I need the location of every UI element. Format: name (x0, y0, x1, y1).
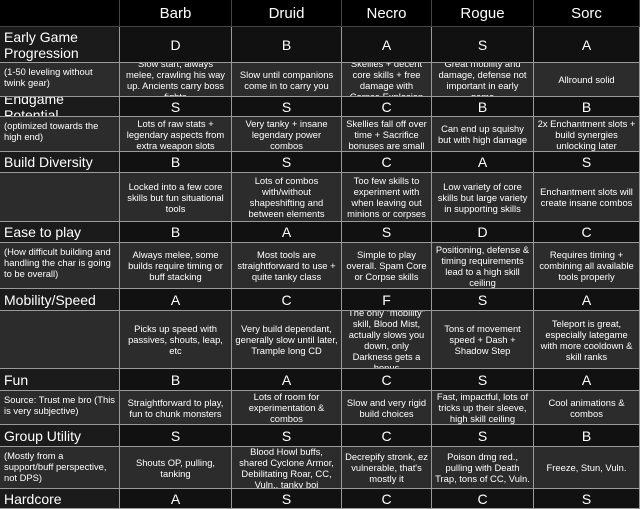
description: Lots of room for experimentation & combo… (232, 391, 342, 425)
corner-cell (0, 0, 120, 27)
category-note: Source: Trust me bro (This is very subje… (0, 391, 120, 425)
grade: S (232, 425, 342, 447)
grade: B (120, 152, 232, 173)
grade: S (232, 97, 342, 117)
description: Slow start, always melee, crawling his w… (120, 63, 232, 97)
description: Always melee, some builds require timing… (120, 243, 232, 289)
grade: C (342, 97, 432, 117)
category-note: (How difficult building and handling the… (0, 243, 120, 289)
grade: S (432, 425, 534, 447)
grade: S (232, 152, 342, 173)
description: 2x Enchantment slots + build synergies u… (534, 117, 640, 152)
grade: S (432, 289, 534, 311)
grade: C (342, 369, 432, 391)
category-note (0, 311, 120, 369)
description: Skellies + decent core skills + free dam… (342, 63, 432, 97)
description: Too few skills to experiment with when l… (342, 173, 432, 222)
grade: B (534, 425, 640, 447)
grade: C (342, 489, 432, 509)
description: Allround solid (534, 63, 640, 97)
description: Picks up speed with passives, shouts, le… (120, 311, 232, 369)
description: Lots of combos with/without shapeshiftin… (232, 173, 342, 222)
grade: D (120, 27, 232, 63)
grade: C (432, 489, 534, 509)
description: Straightforward to play, fun to chunk mo… (120, 391, 232, 425)
grade: A (232, 369, 342, 391)
description: The only "mobility" skill, Blood Mist, a… (342, 311, 432, 369)
grade: F (342, 289, 432, 311)
category-label: Group Utility (0, 425, 120, 447)
description: Simple to play overall. Spam Core or Cor… (342, 243, 432, 289)
grade: S (342, 222, 432, 243)
column-header: Druid (232, 0, 342, 27)
grade: A (342, 27, 432, 63)
description: Blood Howl buffs, shared Cyclone Armor, … (232, 447, 342, 489)
grade: A (120, 289, 232, 311)
grade: S (120, 97, 232, 117)
description: Locked into a few core skills but fun si… (120, 173, 232, 222)
description: Low variety of core skills but large var… (432, 173, 534, 222)
description: Very build dependant, generally slow unt… (232, 311, 342, 369)
column-header: Necro (342, 0, 432, 27)
description: Cool animations & combos (534, 391, 640, 425)
category-label: Build Diversity (0, 152, 120, 173)
grade: B (120, 369, 232, 391)
category-label: Endgame Potential (0, 97, 120, 117)
grade: A (534, 369, 640, 391)
description: Requires timing + combining all availabl… (534, 243, 640, 289)
grade: C (534, 222, 640, 243)
grade: C (342, 152, 432, 173)
description: Great mobility and damage, defense not i… (432, 63, 534, 97)
description: Poison dmg red., pulling with Death Trap… (432, 447, 534, 489)
grade: A (534, 289, 640, 311)
column-header: Sorc (534, 0, 640, 27)
grade: B (534, 97, 640, 117)
description: Can end up squishy but with high damage (432, 117, 534, 152)
description: Tons of movement speed + Dash + Shadow S… (432, 311, 534, 369)
grade: A (232, 222, 342, 243)
grade: C (232, 289, 342, 311)
description: Decrepify stronk, ez vulnerable, that's … (342, 447, 432, 489)
description: Freeze, Stun, Vuln. (534, 447, 640, 489)
description: Fast, impactful, lots of tricks up their… (432, 391, 534, 425)
column-header: Barb (120, 0, 232, 27)
description: Very tanky + insane legendary power comb… (232, 117, 342, 152)
category-label: Ease to play (0, 222, 120, 243)
grade: S (432, 27, 534, 63)
category-label: Mobility/Speed (0, 289, 120, 311)
category-note (0, 173, 120, 222)
category-label: Early Game Progression (0, 27, 120, 63)
grade: S (232, 489, 342, 509)
category-label: Fun (0, 369, 120, 391)
description: Skellies fall off over time + Sacrifice … (342, 117, 432, 152)
description: Most tools are straightforward to use + … (232, 243, 342, 289)
description: Shouts OP, pulling, tanking (120, 447, 232, 489)
grade: A (120, 489, 232, 509)
grade: S (534, 152, 640, 173)
category-note: (1-50 leveling without twink gear) (0, 63, 120, 97)
grade: S (534, 489, 640, 509)
description: Positioning, defense & timing requiremen… (432, 243, 534, 289)
grade: A (534, 27, 640, 63)
description: Teleport is great, especially lategame w… (534, 311, 640, 369)
grade: S (432, 369, 534, 391)
description: Enchantment slots will create insane com… (534, 173, 640, 222)
description: Lots of raw stats + legendary aspects fr… (120, 117, 232, 152)
grade: B (232, 27, 342, 63)
category-note: (Mostly from a support/buff perspective,… (0, 447, 120, 489)
category-label: Hardcore (0, 489, 120, 509)
grade: B (120, 222, 232, 243)
grade: B (432, 97, 534, 117)
grade: C (342, 425, 432, 447)
grade: S (120, 425, 232, 447)
description: Slow until companions come in to carry y… (232, 63, 342, 97)
column-header: Rogue (432, 0, 534, 27)
category-note: (optimized towards the high end) (0, 117, 120, 152)
description: Slow and very rigid build choices (342, 391, 432, 425)
grade: A (432, 152, 534, 173)
grade: D (432, 222, 534, 243)
